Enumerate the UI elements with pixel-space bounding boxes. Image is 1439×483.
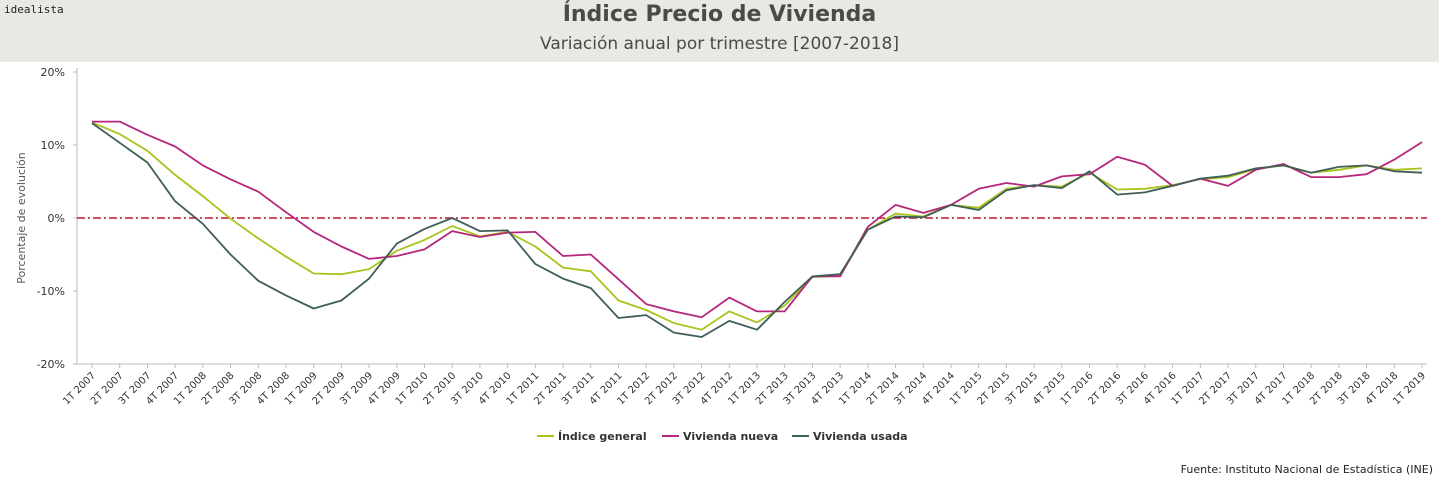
y-tick-label: -10% bbox=[37, 285, 65, 298]
chart-subtitle: Variación anual por trimestre [2007-2018… bbox=[540, 34, 899, 54]
y-axis-label: Porcentaje de evolución bbox=[15, 152, 28, 284]
y-tick-label: -20% bbox=[37, 358, 65, 371]
source-note: Fuente: Instituto Nacional de Estadístic… bbox=[1180, 463, 1433, 476]
chart-title: Índice Precio de Vivienda bbox=[562, 2, 877, 27]
brand-logo-text: idealista bbox=[4, 3, 64, 16]
legend-label: Índice general bbox=[558, 430, 647, 443]
y-tick-label: 0% bbox=[48, 212, 65, 225]
series-line-2 bbox=[91, 122, 1423, 338]
legend-label: Vivienda usada bbox=[813, 430, 908, 443]
y-tick-label: 10% bbox=[41, 139, 65, 152]
series-line-1 bbox=[92, 120, 1423, 319]
legend-label: Vivienda nueva bbox=[683, 430, 778, 443]
y-tick-label: 20% bbox=[41, 66, 65, 79]
chart-header: idealista Índice Precio de Vivienda Vari… bbox=[0, 0, 1439, 62]
